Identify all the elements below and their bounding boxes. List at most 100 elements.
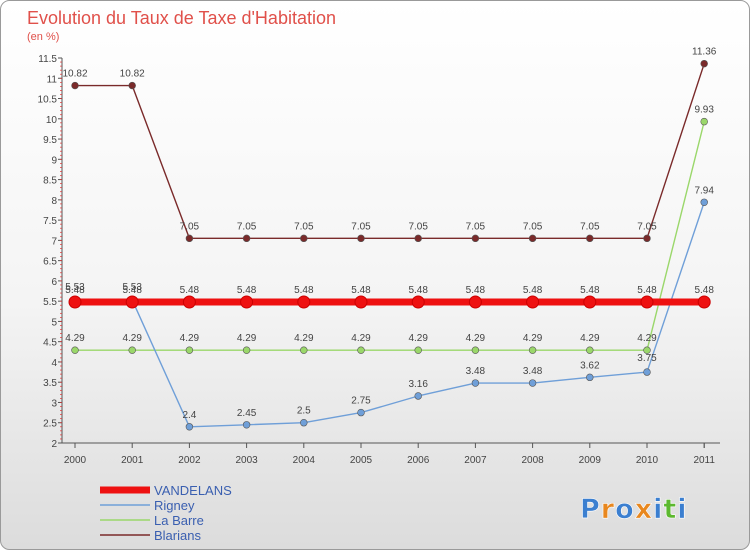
y-tick-label: 9.5 — [43, 135, 57, 146]
data-point-la-barre — [128, 346, 136, 354]
data-point-rigney — [471, 379, 480, 387]
series-line-blarians — [74, 62, 705, 240]
data-label-la-barre: 4.29 — [237, 333, 257, 344]
series-layer — [68, 59, 711, 431]
y-tick-label: 5 — [51, 317, 57, 328]
data-label-la-barre: 4.29 — [580, 333, 600, 344]
data-point-rigney — [185, 423, 194, 431]
data-point-vandelans — [697, 295, 711, 309]
data-label-rigney: 2.5 — [297, 406, 311, 417]
x-tick-label: 2011 — [693, 455, 715, 466]
data-point-blarians — [586, 234, 594, 243]
series-line-rigney — [74, 201, 705, 428]
legend-label-vandelans: VANDELANS — [154, 483, 232, 498]
data-label-vandelans: 5.48 — [351, 285, 371, 296]
data-point-blarians — [643, 234, 651, 243]
data-point-vandelans — [583, 295, 597, 309]
data-point-blarians — [471, 234, 480, 243]
data-label-rigney: 3.48 — [466, 366, 486, 377]
x-tick-label: 2004 — [293, 455, 316, 466]
data-label-blarians: 7.05 — [580, 221, 600, 232]
data-point-vandelans — [411, 295, 425, 309]
data-label-rigney: 2.4 — [182, 410, 196, 421]
data-point-vandelans — [68, 295, 82, 309]
y-tick-label: 3 — [51, 398, 57, 409]
data-label-rigney: 3.75 — [637, 353, 657, 364]
x-tick-label: 2007 — [464, 455, 487, 466]
legend-label-rigney: Rigney — [154, 498, 195, 513]
data-point-blarians — [700, 59, 708, 68]
data-point-blarians — [528, 234, 537, 243]
x-tick-label: 2002 — [178, 455, 201, 466]
chart-title: Evolution du Taux de Taxe d'Habitation — [27, 8, 336, 28]
data-point-la-barre — [586, 346, 594, 354]
x-tick-label: 2000 — [64, 455, 87, 466]
data-point-rigney — [528, 379, 537, 387]
chart-subtitle: (en %) — [27, 31, 59, 43]
proxiti-logo: Proxiti — [580, 494, 687, 526]
data-point-la-barre — [357, 346, 365, 354]
data-label-vandelans: 5.48 — [694, 285, 714, 296]
data-label-la-barre: 4.29 — [122, 333, 142, 344]
logo-letter: i — [677, 494, 687, 525]
data-label-la-barre: 4.29 — [294, 333, 314, 344]
y-tick-label: 8.5 — [43, 176, 57, 187]
y-tick-label: 8 — [51, 196, 57, 207]
data-label-la-barre: 4.29 — [351, 333, 371, 344]
data-point-vandelans — [240, 295, 254, 309]
y-tick-label: 3.5 — [43, 378, 57, 389]
data-point-rigney — [357, 408, 365, 417]
data-label-blarians: 7.05 — [523, 221, 543, 232]
y-tick-label: 5.5 — [43, 297, 57, 308]
data-label-la-barre: 4.29 — [65, 333, 85, 344]
data-label-rigney: 2.75 — [351, 396, 371, 407]
data-label-vandelans: 5.48 — [466, 285, 486, 296]
data-point-vandelans — [182, 295, 196, 309]
data-point-rigney — [586, 373, 594, 382]
data-label-vandelans: 5.48 — [65, 285, 85, 296]
data-label-blarians: 7.05 — [237, 221, 257, 232]
series-line-la-barre — [74, 120, 705, 351]
data-label-blarians: 7.05 — [637, 221, 657, 232]
data-point-vandelans — [526, 295, 540, 309]
data-point-la-barre — [242, 346, 251, 354]
data-label-rigney: 3.48 — [523, 366, 543, 377]
data-label-blarians: 7.05 — [294, 221, 314, 232]
data-point-vandelans — [354, 295, 368, 309]
y-tick-label: 4 — [51, 358, 57, 369]
data-point-vandelans — [468, 295, 482, 309]
y-tick-label: 2 — [51, 439, 57, 450]
data-label-rigney: 5.53 — [65, 282, 85, 293]
data-point-vandelans — [297, 295, 311, 309]
data-point-la-barre — [414, 346, 422, 354]
data-point-la-barre — [471, 346, 480, 354]
data-label-blarians: 11.36 — [692, 47, 717, 58]
y-tick-label: 9 — [51, 155, 57, 166]
data-label-vandelans: 5.48 — [523, 285, 543, 296]
data-point-la-barre — [643, 346, 651, 354]
data-point-blarians — [414, 234, 422, 243]
data-label-vandelans: 5.48 — [294, 285, 314, 296]
data-label-la-barre: 9.93 — [694, 105, 714, 116]
data-point-blarians — [71, 81, 79, 90]
data-point-blarians — [300, 234, 308, 243]
y-tick-label: 2.5 — [43, 419, 57, 430]
data-label-la-barre: 4.29 — [408, 333, 428, 344]
data-label-blarians: 7.05 — [408, 221, 428, 232]
legend-label-la-barre: La Barre — [154, 513, 204, 528]
data-point-la-barre — [528, 346, 537, 354]
y-tick-label: 6 — [51, 277, 57, 288]
y-tick-label: 10 — [46, 115, 58, 126]
y-tick-label: 7 — [51, 236, 57, 247]
data-label-blarians: 7.05 — [180, 221, 200, 232]
y-tick-label: 11.5 — [38, 54, 57, 65]
data-label-vandelans: 5.48 — [637, 285, 657, 296]
data-label-vandelans: 5.48 — [580, 285, 600, 296]
y-tick-label: 7.5 — [43, 216, 57, 227]
logo-letter: o — [615, 494, 635, 525]
data-point-la-barre — [700, 117, 708, 126]
